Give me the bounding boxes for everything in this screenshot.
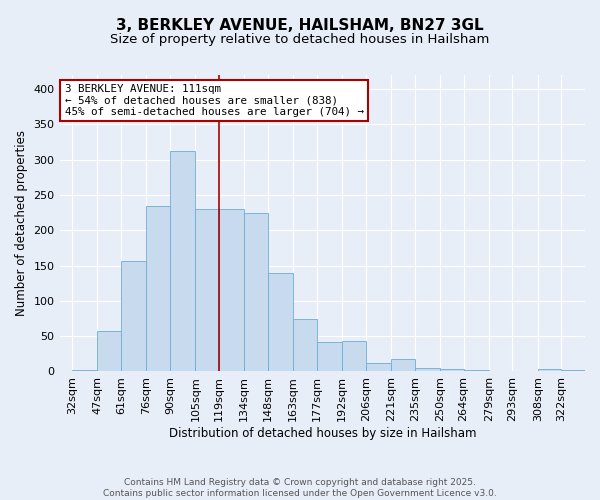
Y-axis label: Number of detached properties: Number of detached properties: [15, 130, 28, 316]
Bar: [268, 272, 293, 372]
Text: Size of property relative to detached houses in Hailsham: Size of property relative to detached ho…: [110, 32, 490, 46]
Bar: [538, 368, 562, 372]
Text: 3, BERKLEY AVENUE, HAILSHAM, BN27 3GL: 3, BERKLEY AVENUE, HAILSHAM, BN27 3GL: [116, 18, 484, 32]
Bar: [464, 370, 489, 372]
Bar: [146, 206, 170, 372]
Bar: [293, 318, 317, 372]
Bar: [440, 370, 464, 372]
Text: Contains HM Land Registry data © Crown copyright and database right 2025.
Contai: Contains HM Land Registry data © Crown c…: [103, 478, 497, 498]
Bar: [415, 368, 440, 372]
Bar: [121, 260, 146, 372]
X-axis label: Distribution of detached houses by size in Hailsham: Distribution of detached houses by size …: [169, 427, 476, 440]
Bar: [170, 151, 196, 372]
Bar: [72, 370, 97, 372]
Bar: [196, 209, 219, 372]
Bar: [317, 342, 342, 372]
Bar: [391, 359, 415, 372]
Bar: [366, 363, 391, 372]
Bar: [97, 331, 121, 372]
Bar: [244, 212, 268, 372]
Bar: [342, 341, 366, 372]
Bar: [219, 209, 244, 372]
Bar: [562, 370, 585, 372]
Text: 3 BERKLEY AVENUE: 111sqm
← 54% of detached houses are smaller (838)
45% of semi-: 3 BERKLEY AVENUE: 111sqm ← 54% of detach…: [65, 84, 364, 117]
